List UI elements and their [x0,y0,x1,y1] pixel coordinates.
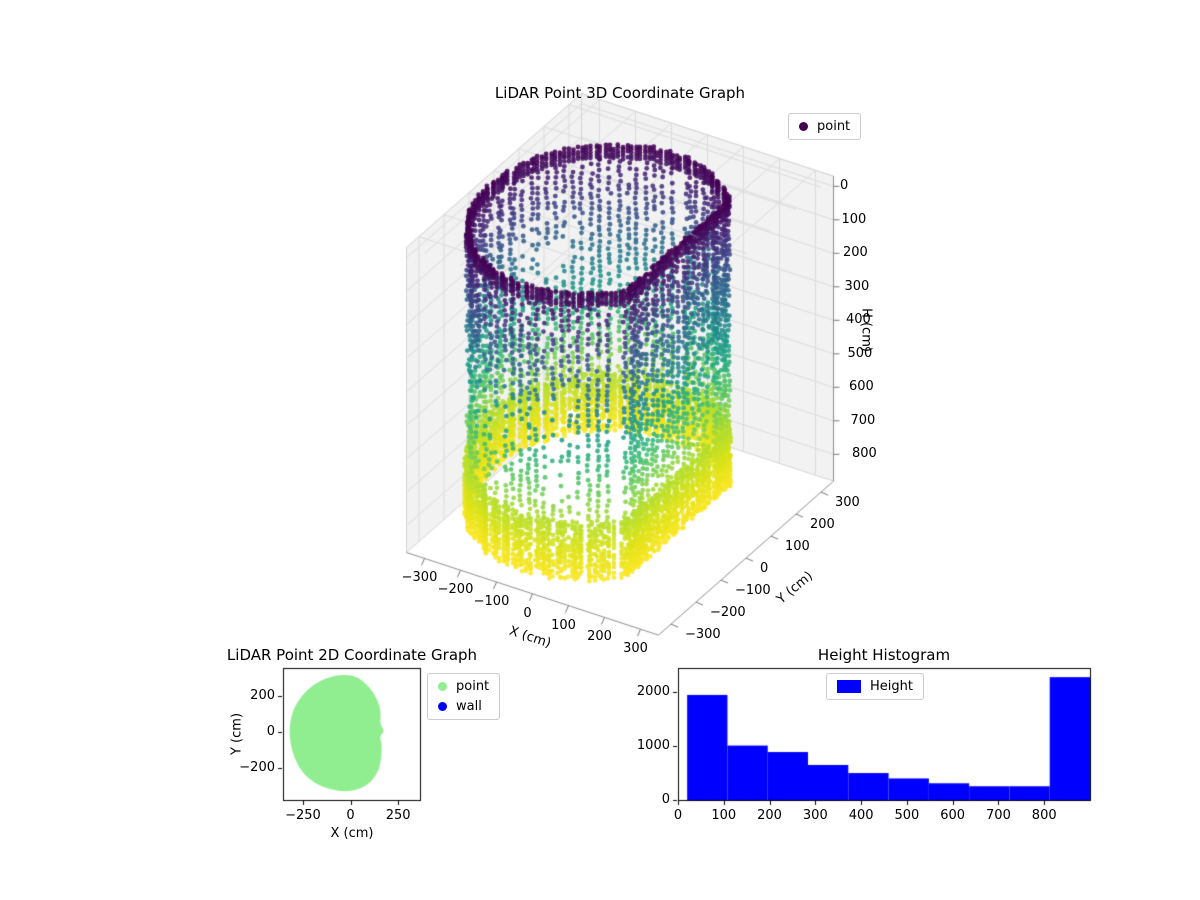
chart2d-legend-entry-point: point [438,679,489,694]
hist-y-tick: 1000 [636,738,670,754]
chart3d-x-tick: 0 [523,605,532,621]
chart2d-x-tick: 250 [385,808,411,823]
chart2d-legend-entry-wall: wall [438,699,489,714]
point-2d-marker-icon [438,682,447,691]
hist-x-tick: 500 [894,808,920,823]
chart2d-y-tick: 200 [250,688,275,704]
chart2d-y-tick: −200 [239,760,275,776]
hist-x-tick: 100 [711,808,737,823]
chart2d-legend-point-label: point [456,679,490,694]
chart3d-y-tick: 300 [835,495,860,511]
hist-x-tick: 0 [673,808,683,823]
chart3d-z-tick: 700 [850,412,876,428]
hist-x-tick: 800 [1031,808,1057,823]
chart3d-y-tick: 0 [760,561,769,577]
chart2d-x-tick: 0 [346,808,355,823]
hist-x-tick: 400 [848,808,874,823]
chart3d-legend-entry-point: point [799,119,850,134]
hist-legend: Height [826,673,924,700]
chart3d-x-tick: 200 [587,629,612,645]
hist-title: Height Histogram [817,646,951,664]
chart3d-x-tick: 300 [623,641,648,657]
wall-marker-icon [438,702,447,711]
chart2d-y-tick: 0 [266,724,275,740]
chart2d-x-tick: −250 [285,808,321,823]
chart3d-x-tick: −300 [401,570,438,586]
hist-x-tick: 200 [757,808,782,823]
hist-legend-height-label: Height [870,679,913,694]
point-marker-icon [799,122,808,131]
chart2d-legend-wall-label: wall [456,699,482,714]
hist-y-tick: 2000 [636,684,670,700]
chart3d-legend: point [788,113,862,140]
chart3d-x-tick: 100 [551,617,576,633]
chart3d-z-tick: 200 [843,245,868,261]
chart3d-y-tick: −100 [735,583,771,599]
hist-legend-entry-height: Height [837,679,913,694]
chart3d-y-tick: 100 [785,539,810,555]
chart3d-z-tick: 400 [846,312,871,328]
chart2d-legend: point wall [427,673,501,720]
chart3d-z-tick: 600 [849,379,874,395]
chart3d-x-tick: −100 [473,594,510,609]
chart3d-z-tick: 100 [841,211,867,227]
chart3d-y-tick: −200 [710,605,746,621]
chart3d-y-tick: −300 [685,627,721,643]
chart2d-title: LiDAR Point 2D Coordinate Graph [226,646,478,664]
chart3d-x-tick: −200 [437,582,474,598]
hist-x-tick: 600 [940,808,966,823]
height-marker-icon [837,680,861,693]
hist-x-tick: 700 [986,808,1011,823]
chart2d-yaxis-label: Y (cm) [229,712,245,756]
chart3d-legend-point-label: point [817,119,851,134]
chart3d-z-tick: 0 [840,178,849,194]
hist-x-tick: 300 [802,808,828,823]
chart2d-xaxis-label: X (cm) [330,826,374,841]
chart3d-z-tick: 300 [844,278,870,294]
chart3d-z-tick: 800 [852,446,877,462]
chart3d-title: LiDAR Point 3D Coordinate Graph [494,84,746,102]
chart3d-y-tick: 200 [810,517,835,533]
chart3d-z-tick: 500 [847,345,873,361]
hist-y-tick: 0 [661,792,670,807]
